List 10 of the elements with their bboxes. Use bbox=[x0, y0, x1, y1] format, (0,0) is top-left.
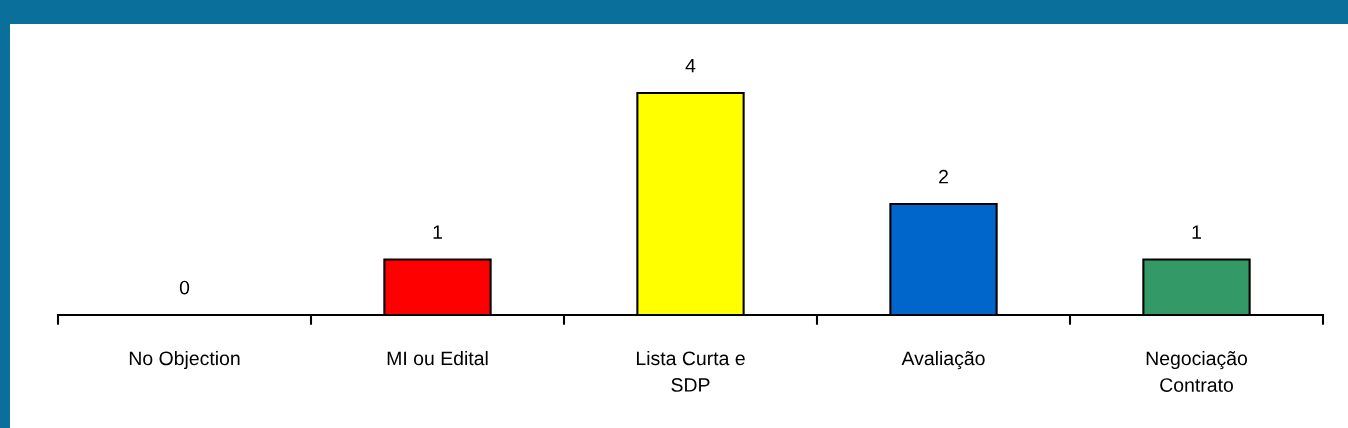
x-tick-label: Avaliação bbox=[901, 350, 985, 370]
data-label: 2 bbox=[939, 169, 948, 184]
data-label: 4 bbox=[685, 59, 696, 73]
data-label: 1 bbox=[1192, 225, 1201, 239]
x-tick-label: MI ou Edital bbox=[387, 350, 488, 366]
data-label: 0 bbox=[179, 280, 190, 295]
x-tick-label: Negociação Contrato bbox=[1146, 350, 1248, 392]
x-tick-label: Lista Curta e SDP bbox=[636, 350, 745, 392]
x-tick-label: No Objection bbox=[129, 350, 240, 370]
data-label: 1 bbox=[433, 225, 442, 239]
